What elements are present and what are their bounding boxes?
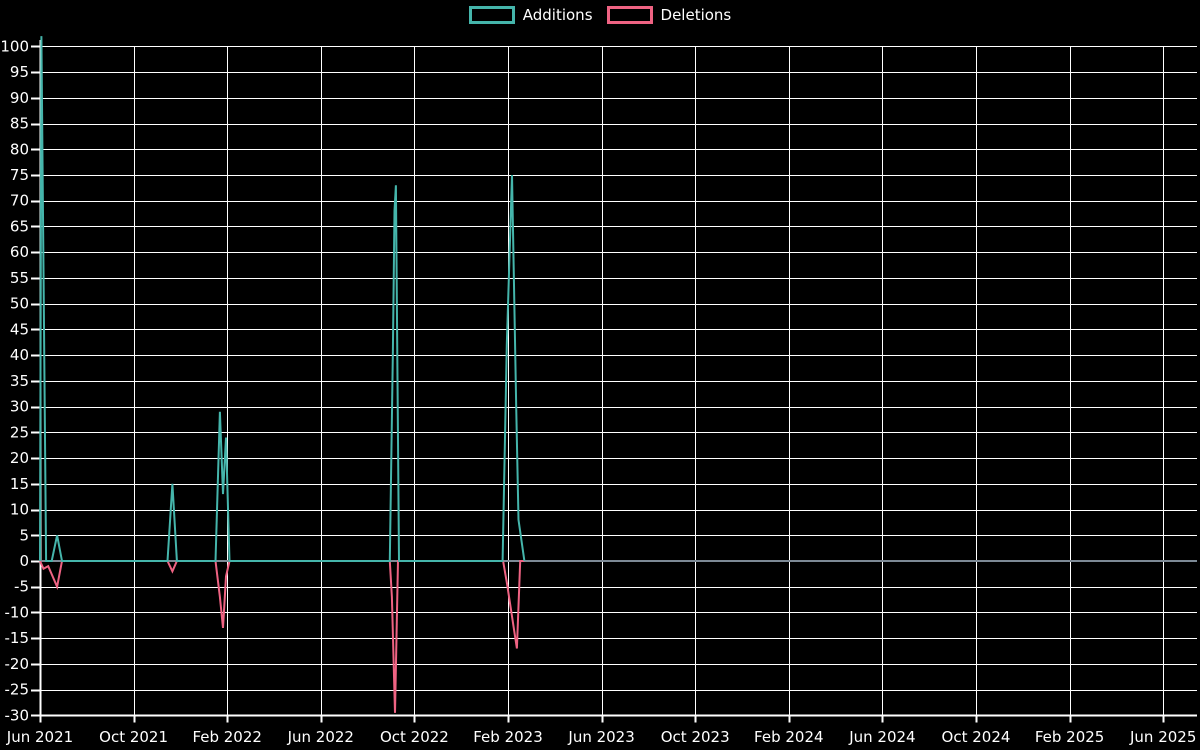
y-tick-label: 0 [19,552,29,570]
x-tick-label: Oct 2021 [99,728,168,746]
y-tick-label: -5 [14,578,29,596]
y-tick-label: 20 [10,449,29,467]
x-tick-label: Oct 2023 [661,728,730,746]
x-tick-label: Jun 2024 [848,728,915,746]
x-tick-label: Oct 2022 [380,728,449,746]
y-tick-label: 65 [10,217,29,235]
y-tick-label: 80 [10,140,29,158]
x-tick-label: Feb 2023 [473,728,543,746]
y-tick-label: -10 [5,603,30,621]
y-tick-label: 40 [10,346,29,364]
y-tick-label: 45 [10,320,29,338]
y-tick-label: 90 [10,89,29,107]
y-tick-label: -25 [5,681,30,699]
y-tick-label: -30 [5,706,30,724]
y-tick-label: 60 [10,243,29,261]
y-tick-label: 10 [10,501,29,519]
y-tick-label: 35 [10,372,29,390]
y-tick-label: 25 [10,423,29,441]
y-tick-label: 55 [10,269,29,287]
y-tick-label: 70 [10,192,29,210]
x-tick-label: Jun 2022 [287,728,354,746]
y-tick-label: 85 [10,115,29,133]
y-tick-label: 15 [10,475,29,493]
y-tick-label: 75 [10,166,29,184]
y-tick-label: -20 [5,655,30,673]
y-tick-label: 95 [10,63,29,81]
x-tick-label: Feb 2024 [754,728,824,746]
x-tick-label: Feb 2025 [1035,728,1105,746]
additions-line [39,36,526,562]
deletions-line [39,560,525,713]
y-tick-label: 30 [10,398,29,416]
x-tick-label: Jun 2021 [6,728,73,746]
y-tick-label: -15 [5,629,30,647]
y-tick-label: 5 [19,526,29,544]
y-tick-label: 50 [10,295,29,313]
y-tick-label: 100 [0,37,29,55]
x-tick-label: Oct 2024 [942,728,1011,746]
x-tick-label: Feb 2022 [192,728,262,746]
x-tick-label: Jun 2025 [1129,728,1196,746]
x-tick-label: Jun 2023 [567,728,634,746]
